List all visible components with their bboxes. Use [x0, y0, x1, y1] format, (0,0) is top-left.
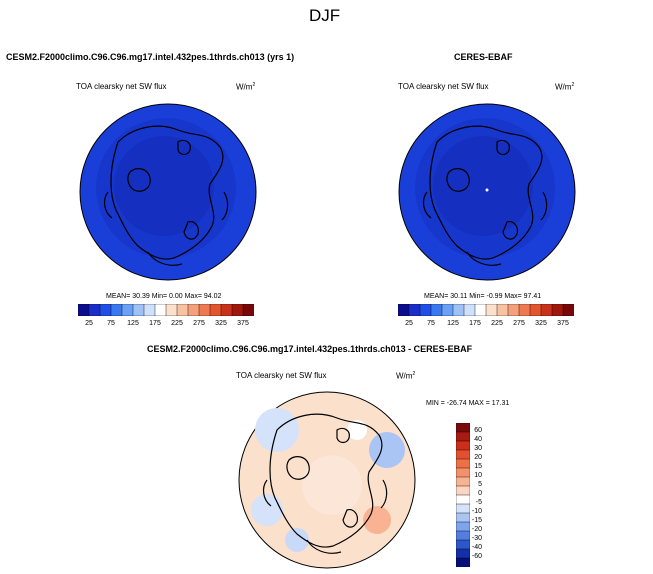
obs-colorbar-swatch-10	[507, 304, 520, 316]
obs-colorbar-swatch-6	[463, 304, 476, 316]
model-colorbar-swatch-9	[176, 304, 189, 316]
model-colorbar	[78, 304, 254, 316]
diff-tick-10: -15	[471, 517, 482, 524]
model-colorbar-swatch-4	[121, 304, 134, 316]
obs-tick-3: 175	[469, 320, 481, 327]
model-colorbar-swatch-8	[165, 304, 178, 316]
diff-colorbar-ticks: 60 40 30 20 15 10 5 0 -5 -10 -15 -20 -30…	[460, 423, 490, 573]
diff-polar-map	[238, 391, 416, 569]
diff-tick-11: -20	[471, 526, 482, 533]
obs-colorbar-swatch-13	[540, 304, 553, 316]
obs-colorbar-swatch-5	[452, 304, 465, 316]
obs-colorbar-swatch-7	[474, 304, 487, 316]
model-colorbar-swatch-7	[154, 304, 167, 316]
obs-case-title: CERES-EBAF	[454, 52, 513, 62]
obs-tick-0: 25	[405, 320, 413, 327]
model-tick-4: 225	[171, 320, 183, 327]
diff-tick-7: 0	[478, 490, 482, 497]
model-variable-label: TOA clearsky net SW flux	[76, 82, 167, 91]
diff-tick-8: -5	[475, 499, 482, 506]
diff-tick-14: -60	[471, 553, 482, 560]
model-colorbar-swatch-13	[220, 304, 233, 316]
obs-stats: MEAN= 30.11 Min= -0.99 Max= 97.41	[424, 293, 542, 300]
model-units-label: W/m2	[236, 82, 256, 92]
obs-variable-label: TOA clearsky net SW flux	[398, 82, 489, 91]
obs-tick-7: 375	[557, 320, 569, 327]
obs-tick-6: 325	[535, 320, 547, 327]
diff-tick-0: 60	[474, 427, 482, 434]
obs-colorbar-swatch-8	[485, 304, 498, 316]
model-colorbar-swatch-11	[198, 304, 211, 316]
model-colorbar-swatch-15	[242, 304, 254, 316]
model-colorbar-swatch-10	[187, 304, 200, 316]
model-case-title: CESM2.F2000climo.C96.C96.mg17.intel.432p…	[6, 52, 295, 62]
model-polar-map	[79, 103, 257, 281]
model-colorbar-swatch-5	[132, 304, 145, 316]
obs-colorbar-swatch-0	[398, 304, 410, 316]
model-tick-5: 275	[193, 320, 205, 327]
model-colorbar-swatch-6	[143, 304, 156, 316]
obs-colorbar-swatch-4	[441, 304, 454, 316]
model-tick-7: 375	[237, 320, 249, 327]
diff-tick-4: 15	[474, 463, 482, 470]
diff-colorbar-swatch-15	[456, 557, 470, 567]
diff-tick-2: 30	[474, 445, 482, 452]
model-tick-0: 25	[85, 320, 93, 327]
obs-colorbar-swatch-9	[496, 304, 509, 316]
diff-stats: MIN = -26.74 MAX = 17.31	[426, 400, 510, 407]
diff-tick-5: 10	[474, 472, 482, 479]
model-tick-3: 175	[149, 320, 161, 327]
diff-tick-1: 40	[474, 436, 482, 443]
model-tick-1: 75	[107, 320, 115, 327]
diff-tick-3: 20	[474, 454, 482, 461]
model-colorbar-swatch-2	[99, 304, 112, 316]
obs-colorbar-swatch-12	[529, 304, 542, 316]
model-colorbar-swatch-14	[231, 304, 244, 316]
model-tick-6: 325	[215, 320, 227, 327]
obs-colorbar-swatch-2	[419, 304, 432, 316]
diff-tick-9: -10	[471, 508, 482, 515]
diff-variable-label: TOA clearsky net SW flux	[236, 371, 327, 380]
obs-colorbar-swatch-15	[562, 304, 574, 316]
diff-case-title: CESM2.F2000climo.C96.C96.mg17.intel.432p…	[147, 344, 473, 354]
obs-colorbar-swatch-14	[551, 304, 564, 316]
obs-colorbar-swatch-1	[408, 304, 421, 316]
model-colorbar-swatch-0	[78, 304, 90, 316]
obs-colorbar	[398, 304, 574, 316]
obs-colorbar-swatch-3	[430, 304, 443, 316]
obs-polar-map	[398, 103, 576, 281]
obs-tick-4: 225	[491, 320, 503, 327]
model-tick-2: 125	[127, 320, 139, 327]
obs-colorbar-swatch-11	[518, 304, 531, 316]
obs-tick-5: 275	[513, 320, 525, 327]
model-colorbar-swatch-12	[209, 304, 222, 316]
page-title: DJF	[309, 6, 341, 25]
obs-units-label: W/m2	[555, 82, 575, 92]
model-colorbar-swatch-1	[88, 304, 101, 316]
diff-tick-6: 5	[478, 481, 482, 488]
diff-tick-12: -30	[471, 535, 482, 542]
model-colorbar-swatch-3	[110, 304, 123, 316]
obs-tick-2: 125	[447, 320, 459, 327]
diff-colorbar	[456, 423, 470, 567]
diff-units-label: W/m2	[396, 371, 416, 381]
obs-tick-1: 75	[427, 320, 435, 327]
model-stats: MEAN= 30.39 Min= 0.00 Max= 94.02	[106, 293, 222, 300]
diff-tick-13: -40	[471, 544, 482, 551]
